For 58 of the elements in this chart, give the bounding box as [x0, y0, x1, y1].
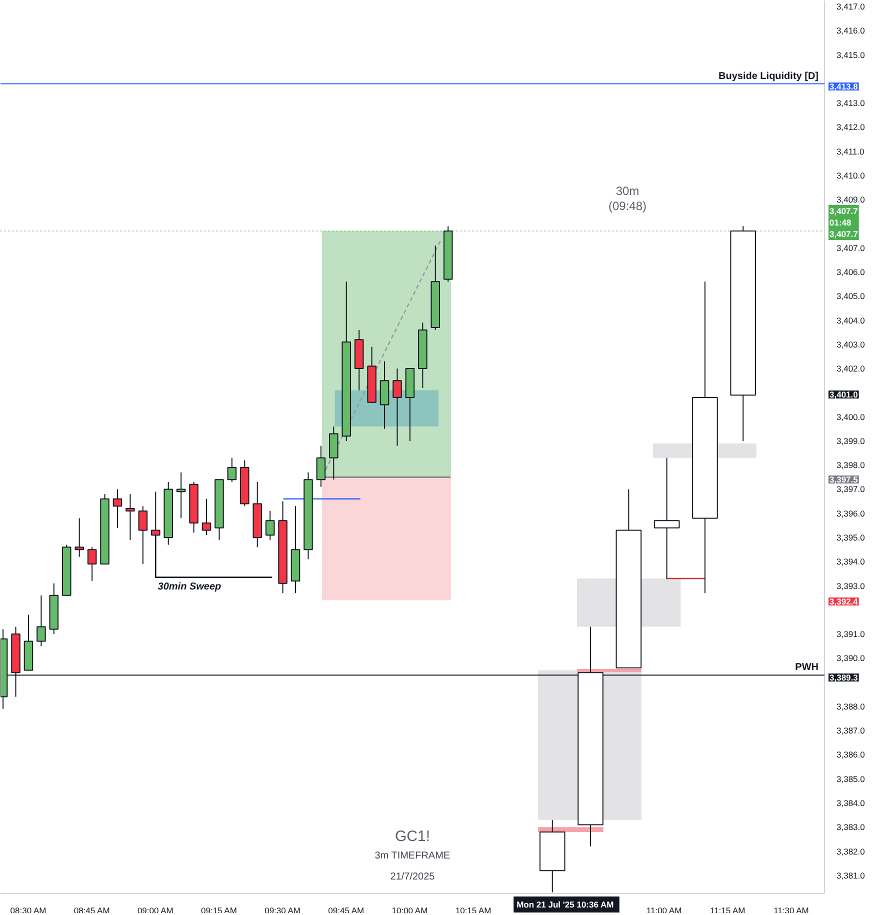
candlestick	[138, 506, 148, 565]
annotation: 30min Sweep	[158, 581, 222, 592]
candlestick	[126, 494, 135, 540]
y-tick-label: 3,416.0	[836, 26, 866, 36]
text: 3m TIMEFRAME 21/7/2025	[374, 850, 450, 882]
y-tick-label: 3,397.0	[836, 484, 866, 494]
y-tick-label: 3,381.0	[836, 870, 866, 880]
y-tick-label: 3,411.0	[836, 146, 864, 156]
text: 3,413.8	[830, 82, 858, 92]
candlestick	[36, 594, 46, 647]
y-tick-label: 3,412.0	[836, 122, 866, 132]
ref-line-label: PWH	[795, 662, 819, 674]
text: 3,392.4	[830, 596, 858, 606]
y-tick-label: 3,393.0	[836, 580, 866, 591]
y-tick-label: 3,394.0	[836, 556, 866, 567]
candlestick	[265, 510, 275, 540]
text: 3,407.7 01:48 3,407.7	[830, 206, 858, 239]
y-tick-label: 3,402.0	[836, 364, 866, 374]
candlestick	[227, 457, 237, 482]
text: GC1!	[394, 828, 430, 845]
y-tick-label: 3,388.0	[836, 701, 866, 712]
y-tick-label: 3,410.0	[836, 170, 866, 180]
y-tick-label: 3,417.0	[836, 2, 866, 12]
candlestick	[202, 498, 212, 536]
y-tick-label: 3,390.0	[836, 653, 866, 664]
candlestick	[176, 472, 186, 519]
candlestick	[654, 457, 680, 580]
y-tick-label: 3,409.0	[836, 194, 866, 205]
candlestick	[316, 445, 326, 488]
y-tick-label: 3,387.0	[836, 726, 866, 736]
y-tick-label: 3,395.0	[836, 532, 866, 543]
y-tick-label: 3,404.0	[836, 315, 866, 326]
annotation: 30m (09:48)	[608, 184, 647, 214]
y-tick-label: 3,403.0	[836, 339, 866, 350]
y-tick-label: 3,396.0	[836, 508, 866, 518]
y-tick-label: 3,399.0	[836, 436, 866, 446]
text: 3,401.0	[830, 390, 858, 400]
y-tick-label: 3,398.0	[836, 460, 866, 470]
ref-line-label: Buyside Liquidity [D]	[718, 70, 818, 82]
candlestick	[112, 488, 122, 528]
text: 3,397.5	[830, 474, 858, 484]
y-tick-label: 3,384.0	[836, 798, 866, 808]
candlestick	[392, 368, 402, 446]
candlestick	[87, 546, 97, 582]
text: Mon 21 Jul '25 10:36 AM	[516, 900, 614, 910]
y-tick-label: 3,407.0	[836, 242, 866, 253]
candlestick	[74, 518, 84, 558]
y-tick-label: 3,385.0	[836, 774, 866, 784]
y-tick-label: 3,415.0	[836, 50, 866, 60]
y-tick-label: 3,391.0	[836, 629, 866, 640]
y-tick-label: 3,383.0	[836, 822, 866, 832]
y-tick-label: 3,413.0	[836, 98, 866, 108]
y-tick-label: 3,400.0	[836, 412, 866, 422]
y-tick-label: 3,406.0	[836, 267, 866, 278]
y-tick-label: 3,405.0	[836, 291, 866, 302]
y-tick-label: 3,386.0	[836, 750, 866, 760]
y-tick-label: 3,382.0	[836, 846, 866, 856]
text: 3,389.3	[830, 672, 858, 682]
